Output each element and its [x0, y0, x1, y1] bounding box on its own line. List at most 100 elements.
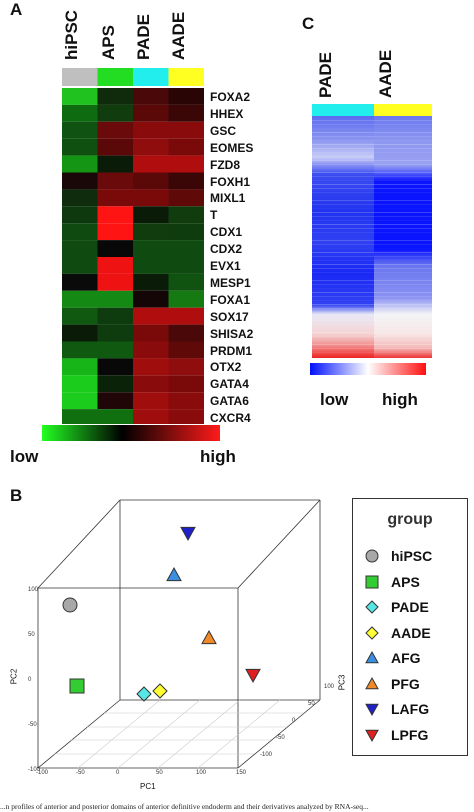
heatmap-cell: [133, 172, 169, 190]
gene-label: CDX1: [210, 225, 243, 240]
heatmap-cell: [133, 121, 169, 139]
heatmap-cell: [168, 273, 204, 291]
heatmap-cell: [62, 189, 98, 207]
legend-label: LAFG: [391, 701, 430, 717]
column-color-bar: [97, 68, 133, 86]
heatmap-cell: [133, 290, 169, 308]
heatmap-cell: [168, 206, 204, 224]
pca-tick-label: 50: [28, 632, 35, 638]
heatmap-cell: [97, 358, 133, 376]
heatmap-cell: [62, 392, 98, 410]
pca-axis-x-label: PC1: [140, 782, 156, 791]
heatmap-cell: [97, 341, 133, 359]
pca-axis-y-label: PC2: [9, 668, 19, 685]
legend-marker: [365, 650, 379, 664]
legend-marker: [365, 575, 379, 588]
heatmap-cell: [62, 324, 98, 342]
legend-label: APS: [391, 573, 420, 590]
column-header-aps: APS: [99, 25, 118, 60]
triangle-down-marker-icon: [365, 729, 379, 742]
heatmap-c-scale-low: low: [320, 390, 349, 409]
heatmap-cell: [168, 223, 204, 241]
heatmap-cell: [168, 341, 204, 359]
legend-item: PADE: [363, 598, 429, 616]
heatmap-cell: [62, 121, 98, 139]
gene-label: MIXL1: [210, 191, 246, 206]
heatmap-cell: [168, 121, 204, 139]
heatmap-cell: [168, 375, 204, 393]
legend-marker: [365, 549, 379, 563]
panel-a-label: A: [10, 0, 23, 19]
heatmap-cell: [97, 121, 133, 139]
heatmap-cell: [62, 409, 98, 424]
pca-tick-label: -50: [76, 770, 85, 776]
pca-tick-label: 0: [116, 770, 120, 776]
heatmap-a-scale-high: high: [200, 447, 236, 466]
heatmap-cell: [97, 240, 133, 257]
heatmap-cell: [133, 324, 169, 342]
diamond-marker-icon: [365, 600, 379, 614]
legend-item: LPFG: [363, 726, 428, 744]
heatmap-cell: [62, 155, 98, 173]
gene-label: FOXA2: [210, 90, 251, 104]
pca-tick-label: -50: [276, 735, 285, 741]
gene-label: GATA4: [210, 377, 249, 392]
pca-point: [136, 686, 152, 702]
heatmap-cell: [133, 257, 169, 274]
heatmap-cell: [62, 172, 98, 190]
legend-label: hiPSC: [391, 548, 433, 564]
heatmap-cell: [97, 392, 133, 410]
heatmap-cell: [133, 341, 169, 359]
heatmap-cell: [97, 172, 133, 190]
pca-axis-z-label: PC3: [337, 674, 347, 691]
heatmap-cell: [62, 138, 98, 156]
heatmap-cell: [62, 290, 98, 308]
heatmap-cell: [97, 307, 133, 325]
pca-tick-label: -100: [260, 752, 273, 758]
column-header-c-pade: PADE: [316, 52, 335, 98]
legend-label: PFG: [391, 675, 420, 692]
heatmap-cell: [133, 240, 169, 257]
gene-label: EOMES: [210, 140, 254, 155]
legend-item: LAFG: [363, 700, 429, 718]
heatmap-cell: [62, 375, 98, 393]
heatmap-cell: [97, 138, 133, 156]
heatmap-cell: [133, 155, 169, 173]
heatmap-cell: [168, 88, 204, 105]
column-header-aade: AADE: [169, 11, 188, 60]
heatmap-cell: [97, 290, 133, 308]
pca-plot: [37, 499, 321, 769]
column-color-bar: [133, 68, 169, 86]
heatmap-cell: [133, 358, 169, 376]
legend-marker: [365, 703, 379, 717]
legend-marker: [365, 600, 379, 614]
legend-item: PFG: [363, 675, 420, 693]
gene-label: SOX17: [210, 309, 249, 324]
heatmap-cell: [168, 104, 204, 122]
heatmap-cell: [97, 206, 133, 224]
diamond-marker-icon: [365, 625, 379, 640]
panel-b-label: B: [10, 486, 23, 505]
heatmap-cell: [133, 375, 169, 393]
heatmap-cell: [168, 290, 204, 308]
pca-tick-label: -100: [28, 767, 41, 773]
column-color-bar: [168, 68, 204, 86]
pca-tick-label: 100: [324, 684, 335, 690]
square-marker-icon: [365, 575, 379, 588]
triangle-up-marker-icon: [365, 650, 379, 664]
heatmap-cell: [168, 138, 204, 156]
pca-tick-label: 50: [308, 701, 315, 707]
heatmap-cell: [133, 138, 169, 156]
gene-label: OTX2: [210, 360, 242, 375]
heatmap-cell: [62, 240, 98, 257]
column-color-bar: [62, 68, 98, 86]
pca-tick-label: 100: [196, 770, 207, 776]
gene-label: MESP1: [210, 275, 251, 290]
heatmap-a-grid: [62, 68, 204, 424]
heatmap-cell: [62, 307, 98, 325]
heatmap-cell: [62, 223, 98, 241]
pca-point: [62, 597, 78, 613]
heatmap-cell: [97, 375, 133, 393]
gene-label: CDX2: [210, 242, 243, 257]
column-header-pade: PADE: [134, 14, 153, 60]
